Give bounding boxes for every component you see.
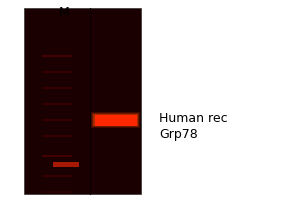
- Bar: [42, 135, 72, 137]
- Bar: [42, 71, 72, 73]
- Bar: [93, 114, 138, 126]
- Text: Grp78: Grp78: [159, 128, 198, 141]
- Bar: [42, 119, 72, 121]
- Bar: [42, 103, 72, 105]
- Bar: [42, 191, 72, 193]
- Bar: [42, 55, 72, 57]
- Bar: [94, 114, 136, 126]
- Bar: [24, 8, 141, 194]
- Bar: [42, 155, 72, 157]
- Text: Human rec: Human rec: [159, 112, 228, 125]
- Text: M: M: [59, 6, 70, 19]
- Bar: [92, 113, 139, 127]
- Bar: [53, 162, 79, 166]
- Bar: [42, 175, 72, 177]
- Bar: [42, 87, 72, 89]
- Bar: [91, 112, 140, 128]
